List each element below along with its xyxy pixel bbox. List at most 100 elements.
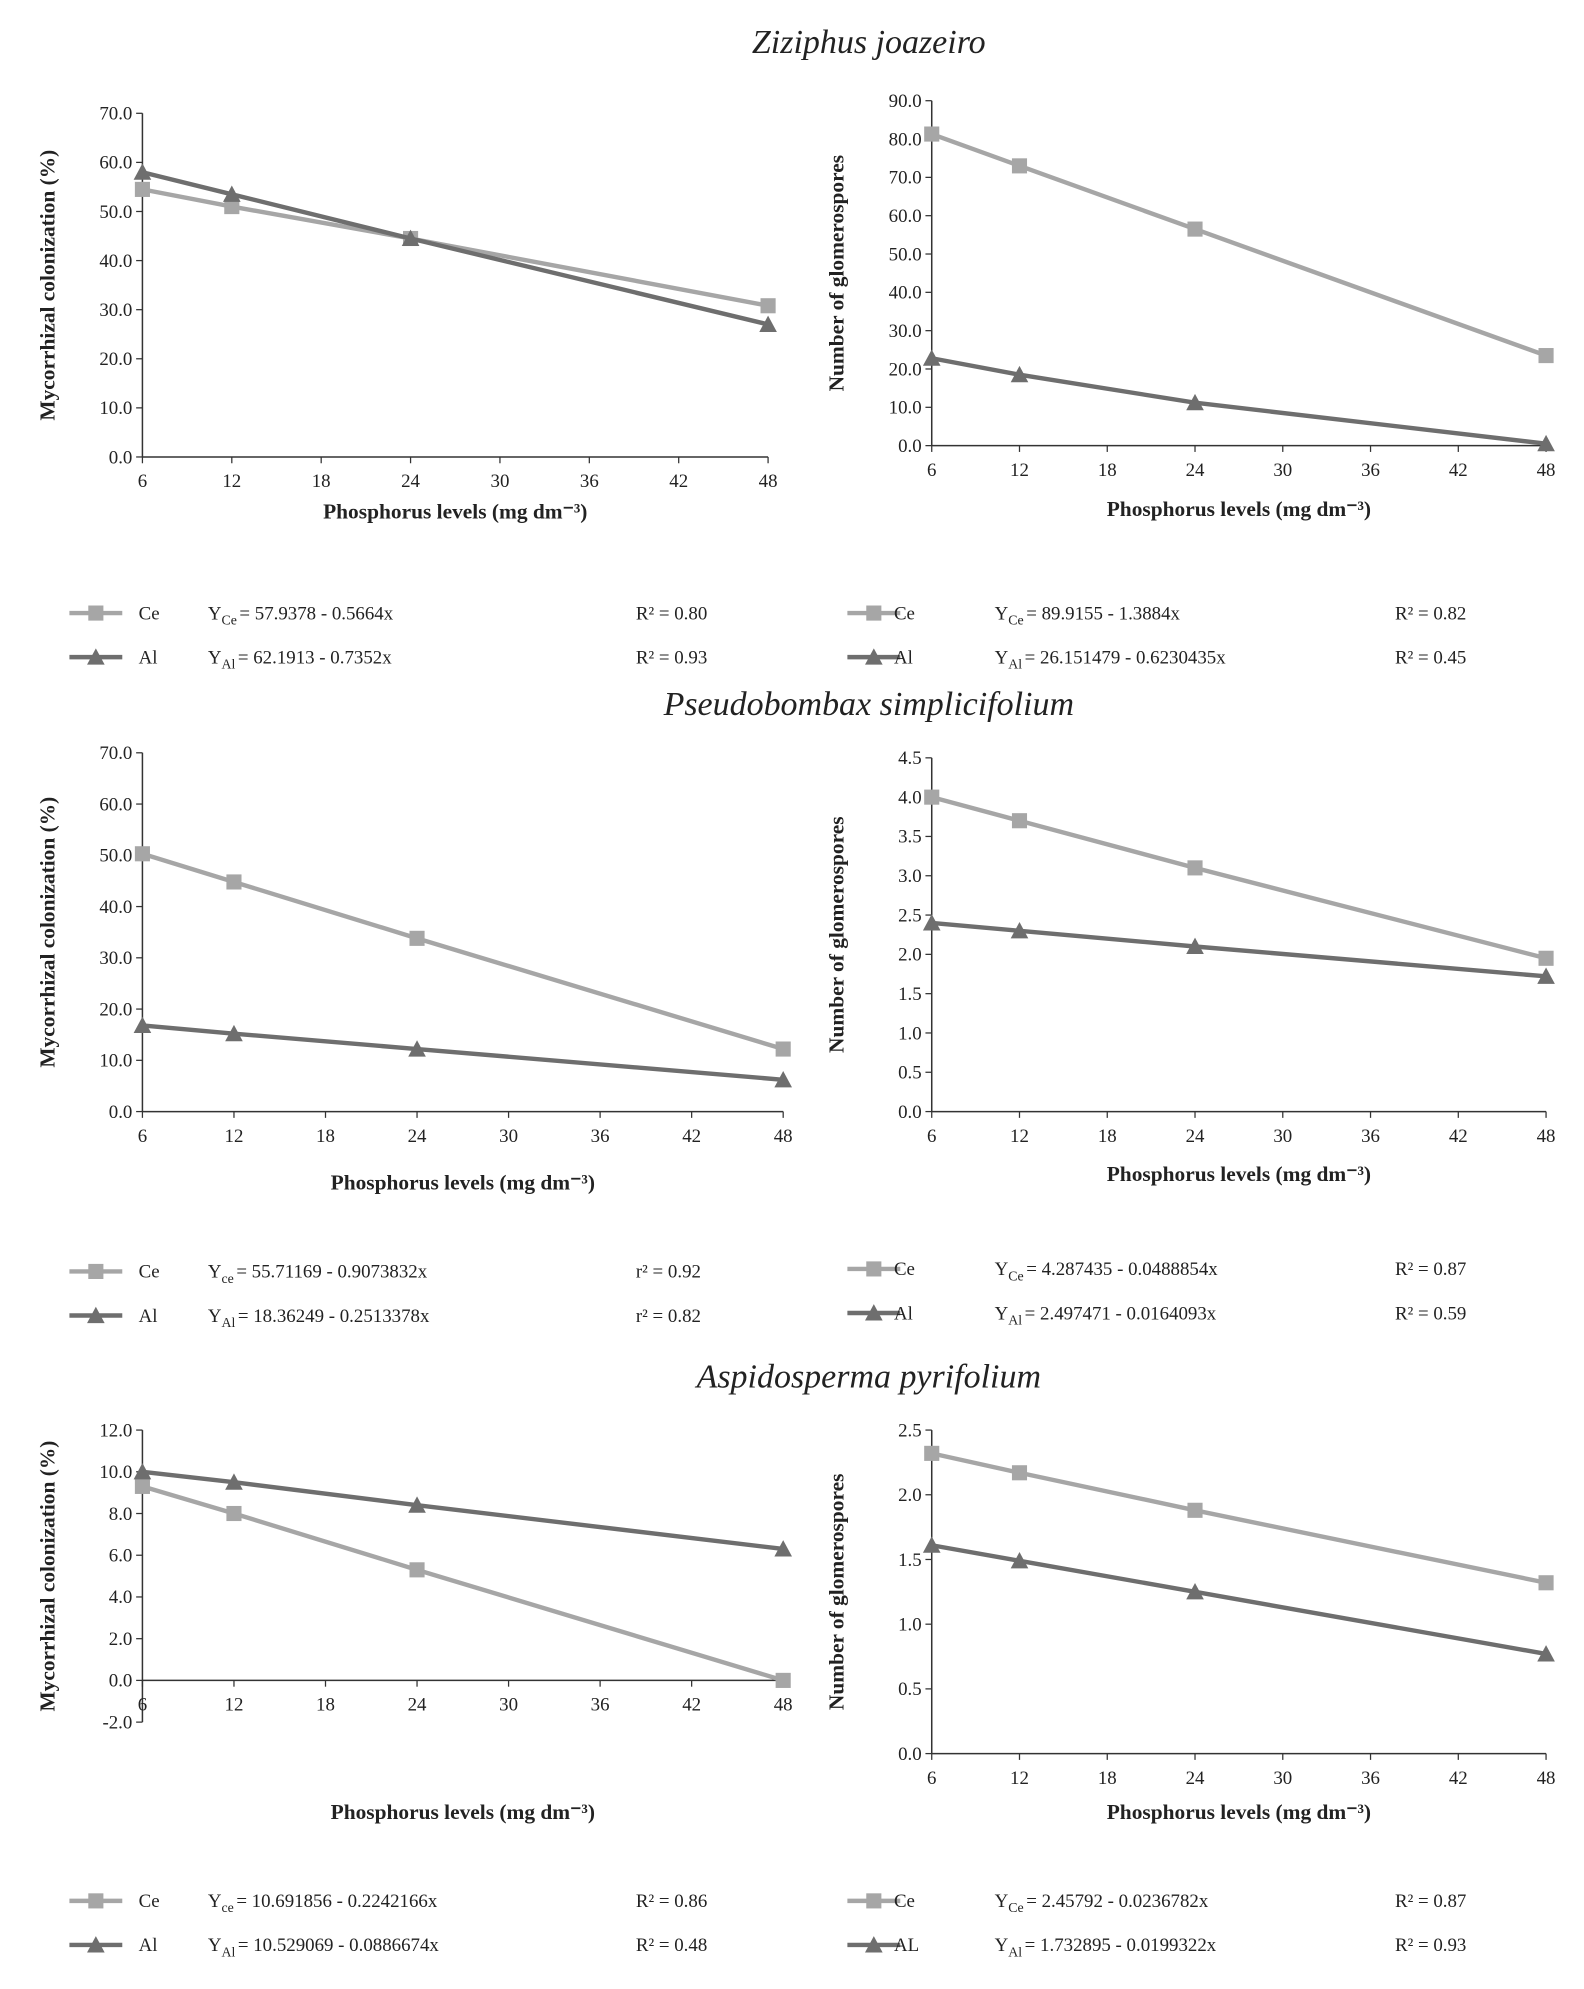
data-point [134, 1478, 150, 1494]
x-tick-label: 36 [1361, 460, 1380, 481]
y-tick-label: 4.0 [109, 1587, 133, 1608]
x-tick-label: 6 [927, 1768, 936, 1789]
data-point [1187, 1502, 1203, 1518]
y-tick-label: -2.0 [102, 1712, 132, 1733]
y-tick-label: 0.0 [898, 1744, 922, 1765]
data-point [922, 349, 941, 366]
equation-rhs: = 26.151479 - 0.6230435x [1025, 647, 1227, 668]
equation-lhs: Y [208, 1891, 222, 1912]
y-tick-label: 20.0 [99, 349, 132, 370]
data-point [408, 1040, 426, 1057]
data-point [226, 874, 242, 890]
series-line [931, 1451, 1547, 1585]
legend-swatch [88, 1893, 104, 1909]
data-point [225, 1024, 243, 1042]
data-point [775, 1041, 791, 1057]
x-tick-label: 36 [580, 471, 599, 492]
equation-lhs: Y [995, 1303, 1009, 1324]
x-tick-label: 48 [774, 1695, 793, 1716]
y-tick-label: 2.5 [898, 905, 922, 926]
legend-label: Al [894, 647, 913, 668]
data-point [1537, 1645, 1555, 1662]
x-tick-label: 48 [759, 471, 778, 492]
legend-label: Al [139, 1306, 158, 1327]
equation-sub: Al [1008, 1944, 1022, 1959]
x-tick-label: 12 [225, 1126, 244, 1147]
y-tick-label: 1.5 [898, 984, 922, 1005]
x-tick-label: 36 [591, 1126, 610, 1147]
equation-sub: ce [222, 1900, 234, 1915]
x-tick-label: 18 [312, 471, 331, 492]
data-point [1010, 365, 1029, 383]
y-tick-label: 20.0 [889, 359, 922, 380]
y-tick-label: 12.0 [99, 1420, 132, 1441]
x-tick-label: 12 [1010, 460, 1029, 481]
y-axis-label: Mycorrhizal colonization (%) [35, 797, 59, 1068]
legend-swatch [88, 605, 104, 621]
section-title: Aspidosperma pyrifolium [695, 1358, 1041, 1395]
data-point [133, 1016, 152, 1034]
equation-lhs: Y [208, 1306, 222, 1327]
data-point [922, 914, 941, 931]
series-line [141, 1484, 784, 1683]
equation: YAl = 62.1913 - 0.7352x [208, 647, 392, 671]
y-tick-label: 60.0 [99, 794, 132, 815]
equation-rhs: = 89.9155 - 1.3884x [1026, 603, 1180, 624]
x-tick-label: 42 [682, 1126, 701, 1147]
y-tick-label: 70.0 [99, 743, 132, 764]
data-point [225, 1473, 243, 1490]
y-tick-label: 6.0 [109, 1546, 133, 1567]
y-tick-label: 8.0 [109, 1504, 133, 1525]
x-tick-label: 12 [225, 1695, 244, 1716]
y-tick-label: 4.5 [898, 748, 922, 769]
legend-swatch [88, 1263, 104, 1280]
x-axis-label: Phosphorus levels (mg dm⁻³) [331, 1800, 595, 1824]
data-point [760, 298, 776, 314]
x-tick-label: 48 [1537, 460, 1556, 481]
legend-label: AL [894, 1935, 919, 1956]
series-line [141, 851, 784, 1052]
equation-lhs: Y [208, 1262, 222, 1283]
data-point [408, 1496, 426, 1513]
y-tick-label: 50.0 [889, 244, 922, 265]
legend-label: Ce [894, 603, 915, 624]
series-line [931, 795, 1547, 961]
x-tick-label: 48 [1537, 1126, 1556, 1147]
legend-swatch [87, 1306, 105, 1324]
data-point [1010, 1551, 1029, 1569]
equation-lhs: Y [995, 1891, 1009, 1912]
data-point [1187, 860, 1203, 876]
x-tick-label: 6 [138, 1695, 147, 1716]
equation: YAl = 26.151479 - 0.6230435x [995, 647, 1227, 671]
equation: YCe = 57.9378 - 0.5664x [208, 603, 394, 627]
x-axis-label: Phosphorus levels (mg dm⁻³) [1107, 1800, 1371, 1824]
x-axis-label: Phosphorus levels (mg dm⁻³) [1107, 1162, 1371, 1186]
data-point [409, 1562, 425, 1578]
section-title: Pseudobombax simplicifolium [663, 686, 1074, 723]
series-line [142, 1469, 784, 1552]
r-squared: r² = 0.92 [636, 1262, 701, 1283]
x-tick-label: 12 [222, 471, 241, 492]
r-squared: R² = 0.80 [636, 603, 707, 624]
y-tick-label: 10.0 [889, 398, 922, 419]
equation-rhs: = 55.71169 - 0.9073832x [236, 1262, 427, 1283]
y-tick-label: 0.0 [898, 1102, 922, 1123]
equation: YCe = 89.9155 - 1.3884x [995, 603, 1181, 627]
legend-label: Al [139, 647, 158, 668]
x-tick-label: 30 [1273, 460, 1292, 481]
y-tick-label: 2.0 [109, 1629, 133, 1650]
y-axis-label: Mycorrhizal colonization (%) [35, 150, 59, 421]
x-tick-label: 30 [499, 1695, 518, 1716]
y-tick-label: 3.0 [898, 866, 922, 887]
x-axis-label: Phosphorus levels (mg dm⁻³) [323, 500, 587, 524]
equation-sub: Al [222, 656, 236, 671]
y-tick-label: 80.0 [889, 129, 922, 150]
y-tick-label: 1.5 [898, 1550, 922, 1571]
equation-sub: Ce [1008, 612, 1023, 627]
y-tick-label: 70.0 [99, 104, 132, 125]
legend-swatch [87, 1936, 105, 1953]
legend-swatch [87, 648, 105, 665]
data-point [133, 1462, 152, 1480]
